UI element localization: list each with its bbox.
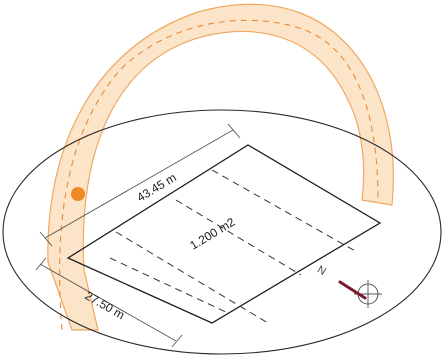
sun-path-band [47, 3, 394, 331]
sun-path-centerline [59, 19, 379, 331]
sun-marker-icon [71, 187, 85, 201]
length-dimension-line [44, 129, 234, 239]
ground-plane [2, 109, 442, 355]
compass-needle [338, 280, 367, 300]
width-dimension-line [39, 263, 177, 342]
site-dashed-line-2 [211, 169, 358, 253]
north-compass-icon: N [315, 264, 382, 308]
site-dashed-line-4 [175, 199, 302, 276]
site-boundary [66, 144, 382, 324]
width-dimension-tick-1 [35, 257, 47, 271]
site-dashed-line-1 [115, 231, 269, 324]
length-dimension-tick-2 [227, 123, 241, 139]
length-dimension-tick-1 [39, 231, 53, 247]
north-letter: N [315, 264, 328, 278]
area-label: 1.200 m2 [187, 215, 237, 253]
width-dimension-tick-2 [171, 334, 183, 348]
site-dashed-line-3 [109, 257, 229, 314]
length-label: 43.45 m [134, 170, 178, 204]
